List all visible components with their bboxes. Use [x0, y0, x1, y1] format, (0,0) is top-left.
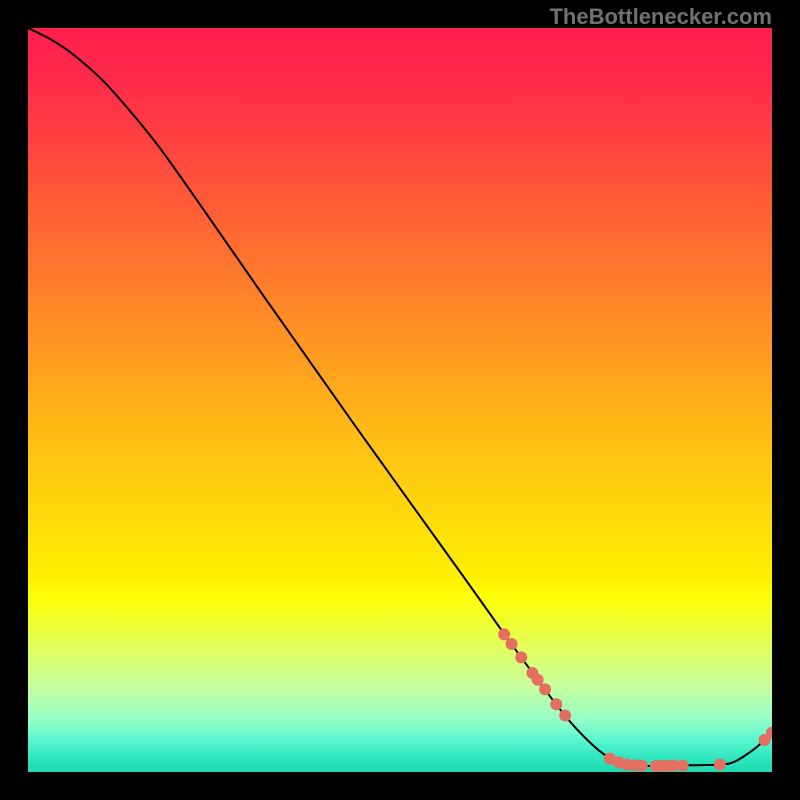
data-marker	[498, 628, 510, 640]
chart-frame: { "watermark": { "text": "TheBottlenecke…	[0, 0, 800, 800]
data-marker	[677, 759, 689, 771]
watermark-text: TheBottlenecker.com	[549, 4, 772, 30]
data-marker	[515, 651, 527, 663]
data-marker	[550, 698, 562, 710]
data-marker	[532, 674, 544, 686]
data-marker	[636, 760, 648, 772]
plot-area	[28, 28, 772, 772]
chart-svg	[28, 28, 772, 772]
data-marker	[714, 759, 726, 771]
data-marker	[506, 638, 518, 650]
data-marker	[539, 683, 551, 695]
data-marker	[559, 709, 571, 721]
gradient-background	[28, 28, 772, 772]
